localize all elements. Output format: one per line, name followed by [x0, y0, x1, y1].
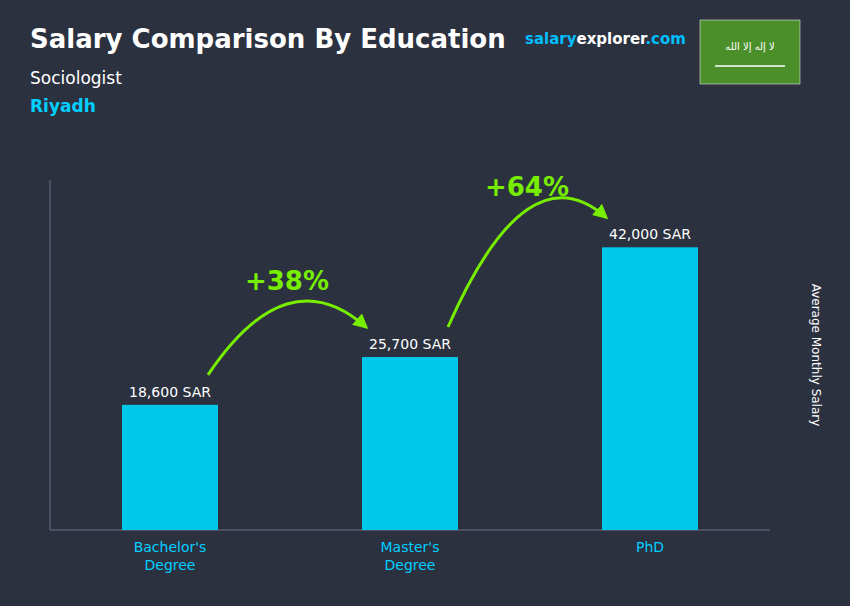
- bar: [602, 247, 698, 530]
- x-tick-label-line: Degree: [145, 557, 196, 573]
- website-part: explorer: [577, 30, 649, 48]
- subtitle: Sociologist: [30, 68, 122, 88]
- bar: [362, 357, 458, 530]
- flag-text: لا إله إلا الله: [725, 41, 774, 53]
- value-label: 18,600 SAR: [129, 384, 211, 400]
- value-label: 25,700 SAR: [369, 336, 451, 352]
- x-tick-label-line: Master's: [381, 539, 440, 555]
- flag-field: [700, 20, 800, 84]
- bar: [122, 405, 218, 530]
- annotation: +64%: [485, 172, 569, 202]
- chart-container: Salary Comparison By Education Sociologis…: [0, 0, 850, 606]
- value-label: 42,000 SAR: [609, 226, 691, 242]
- x-tick-label: PhD: [636, 539, 664, 555]
- y-axis-line: [50, 180, 51, 530]
- bars: [122, 247, 698, 530]
- x-tick-label: Bachelor's Degree: [134, 539, 207, 573]
- title: Salary Comparison By Education: [30, 24, 506, 54]
- flag-sword: [715, 65, 785, 67]
- x-tick-label-line: Degree: [385, 557, 436, 573]
- website: salaryexplorer.com: [525, 30, 686, 48]
- background: [0, 0, 850, 606]
- location: Riyadh: [30, 96, 96, 116]
- chart-svg: Salary Comparison By Education Sociologis…: [0, 0, 850, 606]
- annotation: +38%: [245, 266, 329, 296]
- x-tick-label-line: PhD: [636, 539, 664, 555]
- website-part: .com: [645, 30, 686, 48]
- website-part: salary: [525, 30, 577, 48]
- growth-arrow: [208, 301, 366, 375]
- x-tick-label: Master's Degree: [381, 539, 440, 573]
- flag: لا إله إلا الله: [700, 20, 800, 84]
- x-tick-label-line: Bachelor's: [134, 539, 207, 555]
- y-axis-label: Average Monthly Salary: [809, 284, 823, 427]
- growth-arrow: [448, 198, 606, 327]
